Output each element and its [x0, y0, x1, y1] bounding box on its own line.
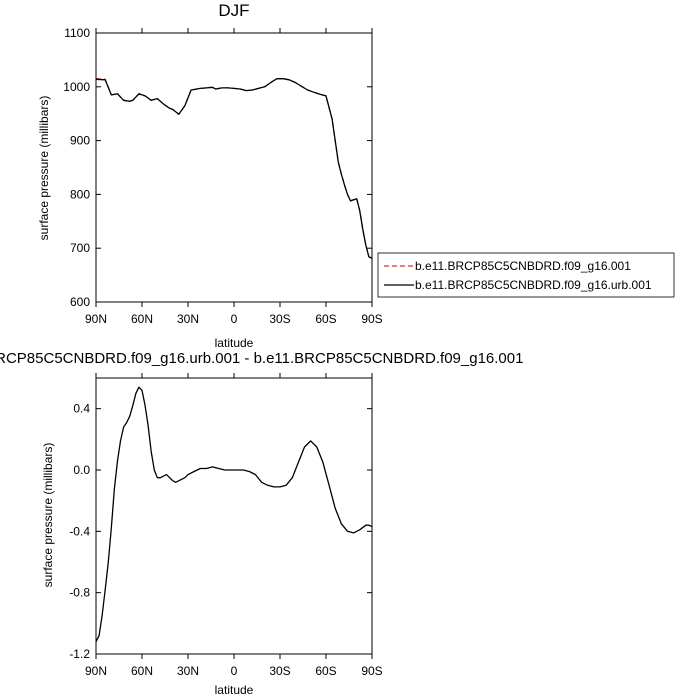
plot-frame: [95, 32, 373, 303]
x-tick-label: 90S: [361, 664, 382, 678]
y-tick-label: 1100: [64, 26, 90, 40]
top-chart: DJF 600 700 800 900 1000 1100 90N 60N 30N 0 30S 60…: [37, 1, 675, 350]
y-tick-label: 900: [70, 134, 90, 148]
y-tick-label: -0.8: [69, 586, 90, 600]
series-line-0: [95, 78, 373, 259]
x-tick-label: 60S: [315, 664, 336, 678]
x-tick-label: 0: [231, 312, 238, 326]
x-axis-label: latitude: [215, 336, 254, 350]
y-tick-label: -0.4: [69, 524, 90, 538]
y-tick-label: 800: [70, 187, 90, 201]
legend: b.e11.BRCP85C5CNBDRD.f09_g16.001 b.e11.B…: [377, 252, 675, 298]
legend-entry-control: b.e11.BRCP85C5CNBDRD.f09_g16.001: [415, 259, 631, 273]
data-lines: [95, 386, 373, 642]
series-line-0: [95, 386, 373, 642]
x-tick-label: 90S: [361, 312, 382, 326]
data-lines: [95, 78, 373, 259]
y-tick-label: 1000: [63, 80, 90, 94]
series-line-1: [95, 78, 373, 259]
x-tick-label: 60S: [315, 312, 336, 326]
y-tick-label: -1.2: [69, 647, 90, 661]
x-tick-label: 60N: [131, 312, 153, 326]
legend-box: [377, 252, 675, 298]
x-tick-label: 30N: [177, 664, 199, 678]
y-axis-ticks: -1.2 -0.8 -0.4 0.0 0.4: [69, 402, 372, 661]
chart-title: b.e11.BRCP85C5CNBDRD.f09_g16.urb.001 - b…: [0, 350, 523, 367]
x-tick-label: 30S: [269, 312, 290, 326]
y-axis-ticks: 600 700 800 900 1000 1100: [63, 26, 372, 309]
y-axis-label: surface pressure (millibars): [37, 96, 51, 241]
plot-frame: [95, 377, 373, 655]
x-tick-label: 90N: [85, 312, 107, 326]
y-tick-label: 600: [70, 295, 90, 309]
x-tick-label: 60N: [131, 664, 153, 678]
x-tick-label: 30S: [269, 664, 290, 678]
x-axis-ticks: 90N 60N 30N 0 30S 60S 90S: [85, 28, 383, 326]
x-axis-ticks: 90N 60N 30N 0 30S 60S 90S: [85, 373, 383, 678]
chart-title: DJF: [218, 1, 249, 20]
y-tick-label: 0.4: [73, 402, 90, 416]
x-tick-label: 0: [231, 664, 238, 678]
x-axis-label: latitude: [215, 683, 254, 697]
legend-entry-urban: b.e11.BRCP85C5CNBDRD.f09_g16.urb.001: [415, 278, 652, 292]
y-axis-label: surface pressure (millibars): [41, 443, 55, 588]
y-tick-label: 0.0: [73, 463, 90, 477]
y-tick-label: 700: [70, 241, 90, 255]
x-tick-label: 30N: [177, 312, 199, 326]
x-tick-label: 90N: [85, 664, 107, 678]
bottom-chart: b.e11.BRCP85C5CNBDRD.f09_g16.urb.001 - b…: [0, 350, 523, 697]
